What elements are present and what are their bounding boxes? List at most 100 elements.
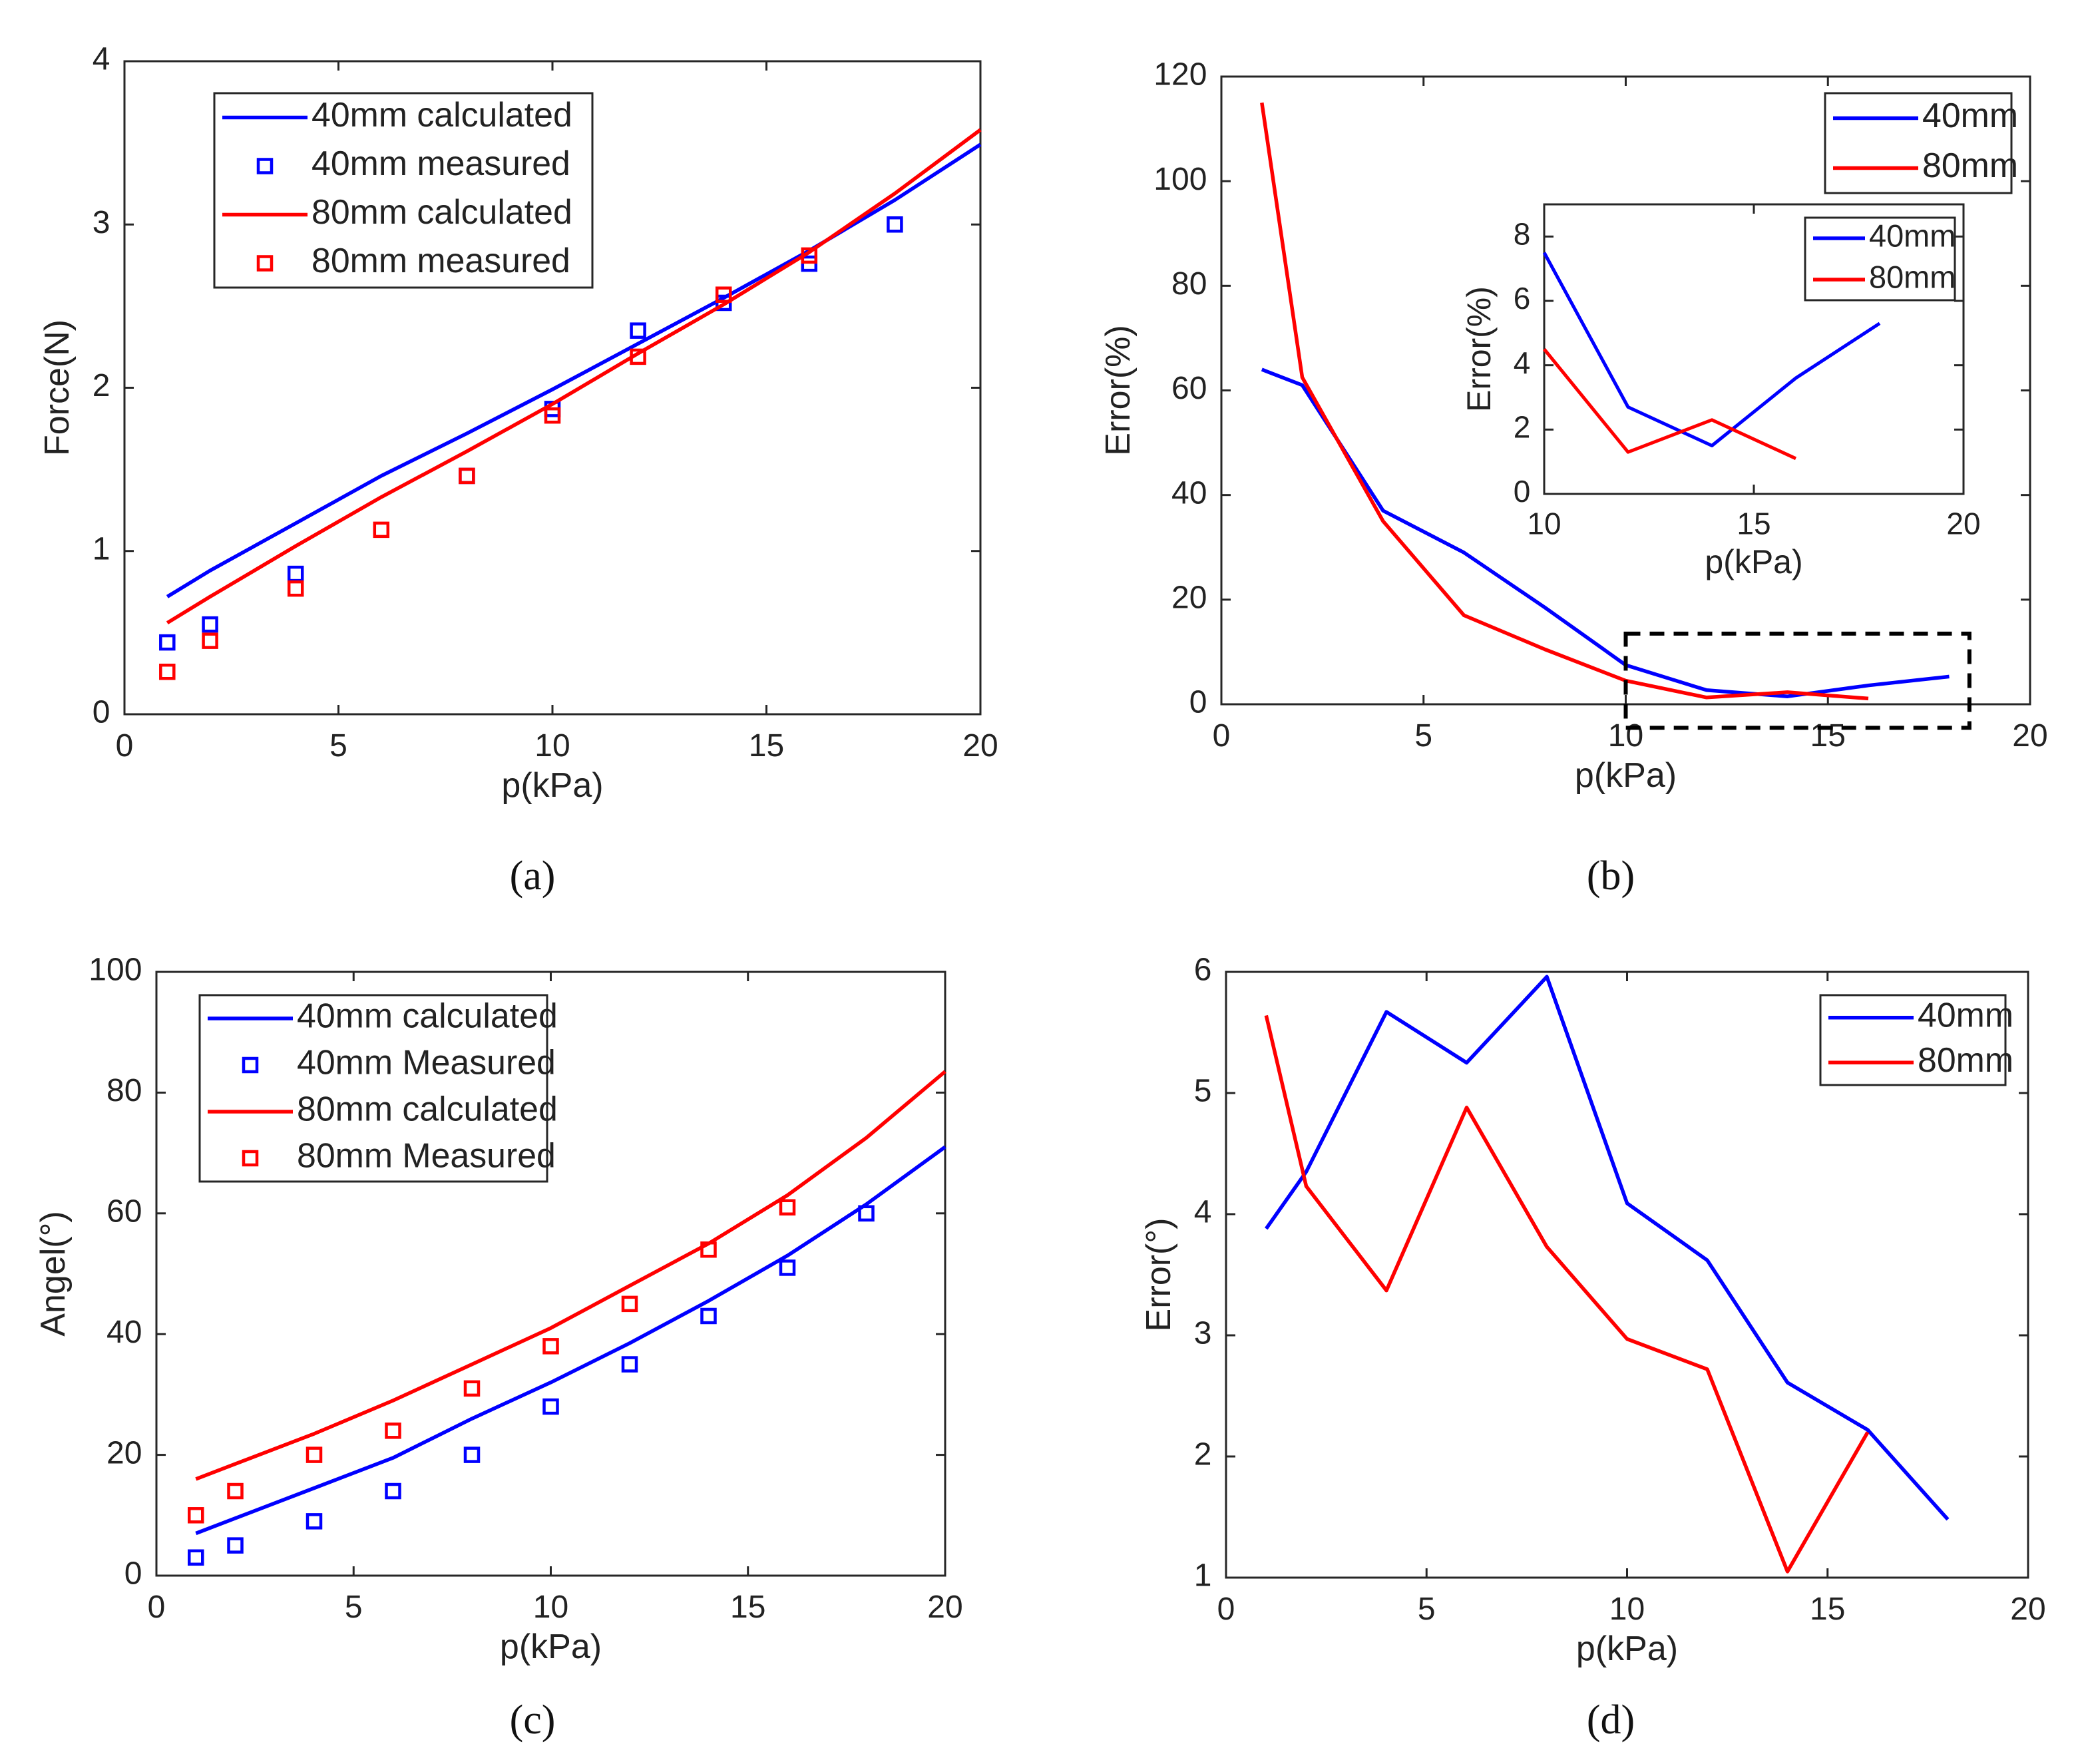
series-line-80mm-calculated [166,128,982,625]
x-tick-label: 10 [1608,718,1643,754]
data-point-40mm-measured [542,1398,559,1415]
y-tick-label: 1 [93,531,110,566]
data-point-80mm-measured [630,348,646,365]
y-tick-label: 3 [1194,1316,1212,1351]
data-point-80mm-measured [459,467,475,485]
legend-label-80mm-measured: 80mm measured [311,241,570,280]
zoom-region-box [1623,631,1972,730]
x-tick-label: 5 [1414,718,1432,754]
data-point-80mm-measured [188,1507,204,1524]
y-tick-label: 2 [1194,1437,1212,1472]
x-tick-label: 10 [534,728,570,764]
inset-x-tick-label: 20 [1946,506,1980,541]
panel-caption: (d) [1587,1697,1635,1743]
x-tick-label: 0 [148,1590,166,1625]
y-tick-label: 20 [1171,580,1207,616]
legend-box [1819,994,2007,1086]
inset-legend: 40mm 80mm [1804,216,1956,302]
series-line-40mm [1261,367,1950,698]
y-tick-label: 120 [1153,57,1207,93]
y-tick-label: 0 [124,1556,142,1592]
inset-y-tick-label: 0 [1514,474,1531,509]
inset-y-tick-label: 6 [1514,281,1531,316]
y-tick-label: 2 [93,368,110,403]
legend-label-80mm-calculated: 80mm calculated [311,192,572,231]
y-tick-label: 40 [1171,475,1207,511]
series-line-40mm-calculated [195,1145,946,1536]
y-tick-label: 40 [106,1315,142,1350]
series-line-40mm [1265,975,1950,1521]
data-point-80mm-measured [779,1199,796,1215]
y-tick-label: 4 [1194,1195,1212,1230]
data-point-80mm-measured [159,663,176,680]
x-tick-label: 0 [116,728,134,764]
data-point-80mm-measured [373,521,390,539]
legend: 40mm 80mm [1824,92,2018,194]
data-point-80mm-measured [202,632,218,649]
x-tick-label: 0 [1217,1592,1235,1627]
x-tick-label: 15 [730,1590,765,1625]
panel-d: 0 5 10 15 20 1 2 3 4 5 6 p(kPa) Error(°) 40mm 80mm (d) [1140,953,2046,1743]
data-point-40mm-measured [188,1549,204,1566]
inset-legend-box [1804,216,1956,302]
legend: 40mm 80mm [1819,994,2013,1086]
y-tick-label: 5 [1194,1074,1212,1109]
legend-swatch-40mm-measured [256,158,274,174]
y-axis-label: Angel(°) [34,1211,73,1336]
legend-label-40mm-measured: 40mm measured [311,144,570,182]
data-point-40mm-measured [306,1513,323,1530]
legend-swatch-80mm-measured [256,255,274,272]
inset-x-axis-label: p(kPa) [1705,543,1802,580]
y-axis-label: Error(°) [1140,1218,1178,1332]
data-point-80mm-measured [227,1482,244,1500]
legend: 40mm calculated 40mm measured 80mm calcula… [213,92,594,289]
inset-series-line-80mm [1543,347,1797,461]
inset-y-tick-label: 4 [1514,345,1531,380]
x-tick-label: 20 [962,728,998,764]
inset-x-tick-label: 10 [1527,506,1561,541]
y-tick-label: 80 [1171,266,1207,302]
y-tick-label: 6 [1194,953,1212,988]
data-point-40mm-measured [621,1356,638,1373]
legend-label-80mm: 80mm [1922,146,2018,184]
x-tick-label: 15 [749,728,784,764]
data-point-80mm-measured [715,286,732,303]
data-point-80mm-measured [544,407,561,424]
data-point-80mm-measured [801,247,818,264]
x-tick-label: 0 [1213,718,1231,754]
x-tick-label: 20 [2010,1592,2045,1627]
legend-box [1824,92,2013,194]
data-point-40mm-measured [287,565,304,582]
data-point-40mm-measured [202,616,218,633]
legend-label-40mm-calculated: 40mm calculated [297,996,558,1035]
inset-legend-label-40mm: 40mm [1869,218,1956,253]
data-point-80mm-measured [287,580,304,597]
y-tick-label: 100 [1153,162,1207,197]
panel-a: 0 5 10 15 20 0 1 2 3 4 p(kPa) Force(N) 40mm calculat… [38,42,998,899]
y-tick-label: 0 [93,695,110,730]
legend-label-80mm: 80mm [1918,1040,2013,1079]
x-tick-label: 20 [927,1590,962,1625]
y-axis-label: Error(%) [1099,325,1138,455]
inset-legend-label-80mm: 80mm [1869,260,1956,294]
data-point-80mm-measured [463,1380,481,1397]
inset-y-axis-label: Error(%) [1460,286,1498,412]
y-tick-label: 80 [106,1073,142,1108]
y-tick-label: 20 [106,1435,142,1470]
data-point-80mm-measured [385,1423,401,1439]
legend-label-40mm: 40mm [1922,96,2018,134]
legend-label-80mm-calculated: 80mm calculated [297,1090,558,1128]
series-line-80mm [1264,1014,1870,1574]
legend-label-40mm-measured: 40mm Measured [297,1043,556,1082]
y-tick-label: 1 [1194,1558,1212,1594]
x-axis-label: p(kPa) [501,766,603,805]
x-tick-label: 5 [1418,1592,1436,1627]
y-tick-label: 0 [1189,685,1207,720]
data-point-40mm-measured [159,634,176,651]
x-tick-label: 10 [533,1590,568,1625]
y-tick-label: 60 [1171,371,1207,406]
x-tick-label: 5 [345,1590,363,1625]
x-tick-label: 10 [1609,1592,1645,1627]
data-point-40mm-measured [227,1537,244,1554]
y-tick-label: 4 [93,42,110,77]
